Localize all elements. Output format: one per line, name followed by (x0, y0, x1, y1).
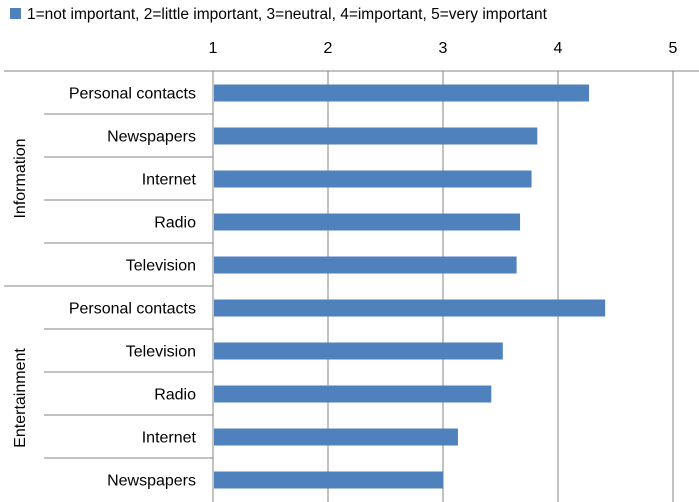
group-label: Information (12, 138, 29, 218)
x-tick-label: 2 (324, 40, 333, 57)
category-label: Television (126, 258, 196, 275)
category-labels: Personal contacts Newspapers Internet Radio… (69, 86, 197, 490)
bar (214, 299, 606, 317)
bar (214, 84, 590, 102)
legend-label: 1=not important, 2=little important, 3=n… (27, 6, 548, 23)
group-labels: Information Entertainment (12, 138, 29, 447)
category-label: Television (126, 344, 196, 361)
x-tick-label: 5 (669, 40, 678, 57)
category-label: Newspapers (107, 473, 196, 490)
x-tick-label: 4 (554, 40, 563, 57)
group-label: Entertainment (12, 348, 29, 448)
category-label: Newspapers (107, 129, 196, 146)
bar (214, 170, 532, 188)
legend-swatch (10, 8, 21, 19)
bar (214, 385, 492, 403)
category-label: Personal contacts (69, 301, 196, 318)
bar (214, 213, 521, 231)
category-label: Internet (142, 172, 197, 189)
x-tick-label: 1 (209, 40, 218, 57)
bar (214, 342, 503, 360)
bar (214, 428, 458, 446)
legend: 1=not important, 2=little important, 3=n… (10, 6, 548, 23)
category-label: Internet (142, 430, 197, 447)
category-label: Radio (154, 215, 196, 232)
bar (214, 471, 443, 489)
bar (214, 256, 517, 274)
x-tick-label: 3 (439, 40, 448, 57)
x-axis-ticks: 1 2 3 4 5 (209, 40, 678, 57)
category-label: Personal contacts (69, 86, 196, 103)
category-label: Radio (154, 387, 196, 404)
bar (214, 127, 538, 145)
bars (214, 84, 606, 489)
axis-structure (4, 70, 699, 502)
